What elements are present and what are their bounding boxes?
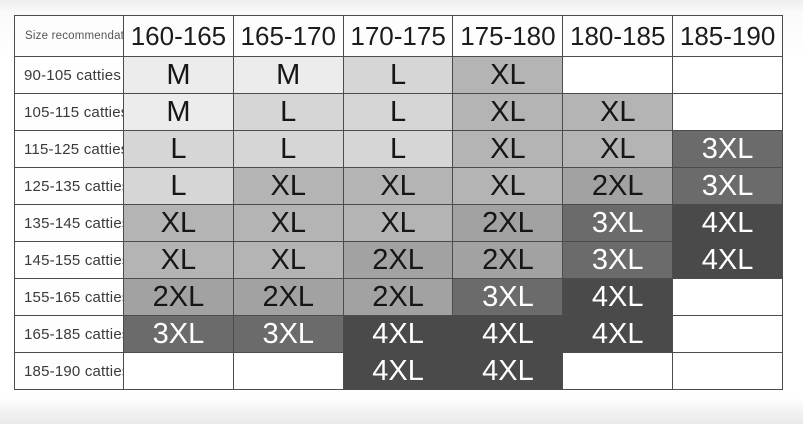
table-row-1: 90-105 catties M M L XL (14, 56, 783, 94)
size-cell: 2XL (342, 278, 454, 316)
size-cell: 3XL (562, 204, 674, 242)
size-cell: 2XL (562, 167, 674, 205)
size-cell: XL (232, 204, 344, 242)
size-cell: M (232, 56, 344, 94)
table-row-5: 135-145 catties XL XL XL 2XL 3XL 4XL (14, 204, 783, 242)
empty-cell (672, 352, 783, 390)
size-cell: M (123, 56, 234, 94)
size-cell: L (342, 130, 454, 168)
size-cell: XL (342, 204, 454, 242)
row-label: 165-185 catties (14, 315, 124, 353)
size-cell: XL (342, 167, 454, 205)
empty-cell (672, 278, 783, 316)
size-cell: 3XL (232, 315, 344, 353)
size-cell: 4XL (342, 315, 454, 353)
size-cell: 2XL (123, 278, 234, 316)
table-row-6: 145-155 catties XL XL 2XL 2XL 3XL 4XL (14, 241, 783, 279)
size-cell: 3XL (123, 315, 234, 353)
size-cell: XL (232, 241, 344, 279)
size-cell: 2XL (232, 278, 344, 316)
corner-label: Size recommendation (14, 15, 124, 57)
table-body: 90-105 catties M M L XL 105-115 catties M L L XL X… (14, 56, 783, 390)
size-cell: XL (452, 56, 564, 94)
size-cell: 2XL (342, 241, 454, 279)
column-header-5: 180-185 (562, 15, 674, 57)
size-cell: L (342, 93, 454, 131)
size-cell: 4XL (562, 315, 674, 353)
size-cell: 4XL (672, 204, 783, 242)
size-cell: XL (452, 93, 564, 131)
empty-cell (562, 352, 674, 390)
empty-cell (562, 56, 674, 94)
size-cell: L (232, 93, 344, 131)
row-label: 155-165 catties (14, 278, 124, 316)
size-cell: 4XL (562, 278, 674, 316)
column-header-1: 160-165 (123, 15, 234, 57)
size-cell: L (123, 167, 234, 205)
column-header-6: 185-190 (672, 15, 783, 57)
size-cell: XL (562, 130, 674, 168)
size-cell: XL (123, 241, 234, 279)
row-label: 135-145 catties (14, 204, 124, 242)
empty-cell (672, 56, 783, 94)
size-cell: XL (232, 167, 344, 205)
size-cell: XL (123, 204, 234, 242)
table-header: Size recommendation 160-165165-170170-17… (14, 15, 783, 57)
empty-cell (123, 352, 234, 390)
row-label: 185-190 catties (14, 352, 124, 390)
size-cell: L (123, 130, 234, 168)
size-cell: 4XL (452, 352, 564, 390)
size-cell: XL (562, 93, 674, 131)
empty-cell (232, 352, 344, 390)
column-header-2: 165-170 (232, 15, 344, 57)
row-label: 145-155 catties (14, 241, 124, 279)
row-label: 105-115 catties (14, 93, 124, 131)
column-header-3: 170-175 (342, 15, 454, 57)
table-row-8: 165-185 catties 3XL 3XL 4XL 4XL 4XL (14, 315, 783, 353)
empty-cell (672, 315, 783, 353)
table-row-9: 185-190 catties 4XL 4XL (14, 352, 783, 390)
size-recommendation-table: Size recommendation 160-165165-170170-17… (14, 15, 783, 390)
size-cell: 4XL (452, 315, 564, 353)
size-cell: 3XL (672, 167, 783, 205)
size-cell: XL (452, 167, 564, 205)
size-cell: 4XL (342, 352, 454, 390)
table-row-7: 155-165 catties 2XL 2XL 2XL 3XL 4XL (14, 278, 783, 316)
size-cell: M (123, 93, 234, 131)
size-cell: 3XL (562, 241, 674, 279)
table-row-2: 105-115 catties M L L XL XL (14, 93, 783, 131)
size-cell: 2XL (452, 241, 564, 279)
size-cell: 2XL (452, 204, 564, 242)
size-cell: XL (452, 130, 564, 168)
table-row-3: 115-125 catties L L L XL XL 3XL (14, 130, 783, 168)
header-row: Size recommendation 160-165165-170170-17… (14, 15, 783, 57)
size-cell: 3XL (672, 130, 783, 168)
row-label: 115-125 catties (14, 130, 124, 168)
table-row-4: 125-135 catties L XL XL XL 2XL 3XL (14, 167, 783, 205)
row-label: 125-135 catties (14, 167, 124, 205)
row-label: 90-105 catties (14, 56, 124, 94)
size-cell: 4XL (672, 241, 783, 279)
size-cell: L (342, 56, 454, 94)
size-cell: 3XL (452, 278, 564, 316)
size-cell: L (232, 130, 344, 168)
column-header-4: 175-180 (452, 15, 564, 57)
empty-cell (672, 93, 783, 131)
